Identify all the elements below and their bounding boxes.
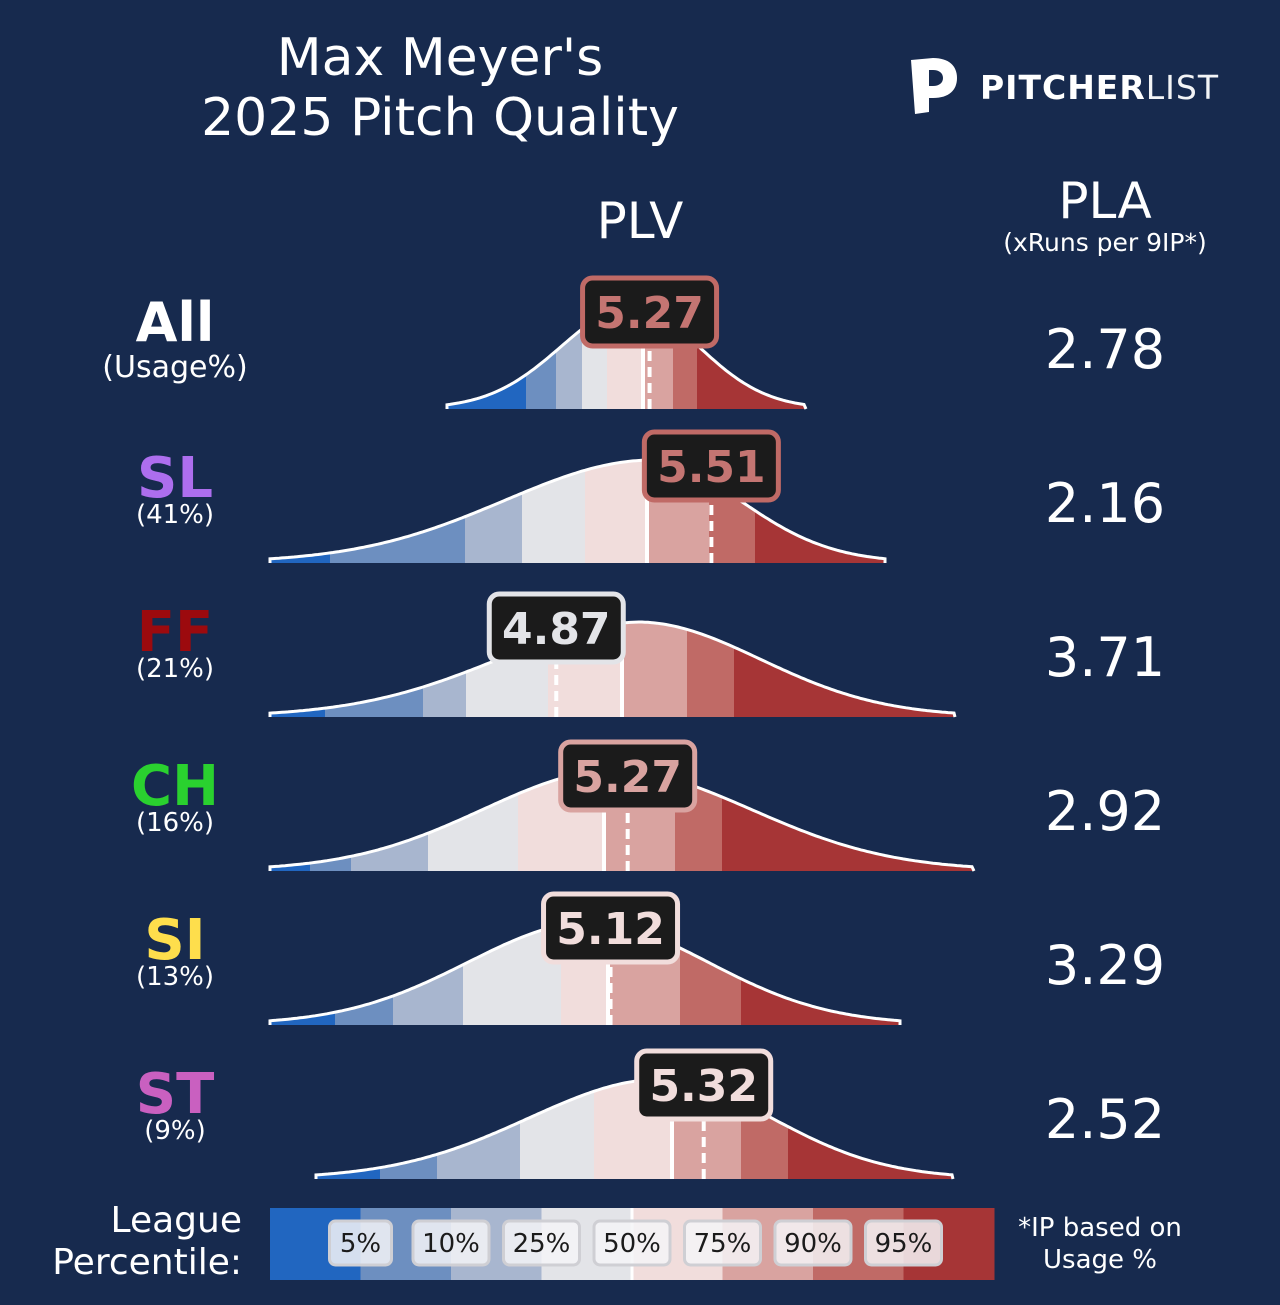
percentile-band (585, 460, 647, 563)
pitch-usage: (Usage%) (102, 350, 248, 385)
percentile-band (351, 770, 428, 871)
title-line-1: Max Meyer's (276, 28, 604, 88)
plv-column-header: PLV (596, 192, 684, 250)
legend-note: *IP based on Usage % (1000, 1212, 1200, 1276)
percentile-band (465, 460, 522, 563)
plv-value: 5.32 (649, 1061, 758, 1112)
pla-value: 3.29 (1044, 934, 1166, 997)
distribution-row-ch: 5.27 (268, 739, 976, 872)
distribution-row-st: 5.32 (314, 1048, 955, 1180)
logo-bold: PITCHER (980, 68, 1146, 107)
pitch-label: SI (144, 908, 206, 973)
plv-badge (486, 591, 626, 665)
chart-title: Max Meyer's 2025 Pitch Quality (140, 28, 740, 148)
pitch-label: ST (135, 1062, 215, 1127)
legend-percentile-label: 10% (422, 1229, 480, 1259)
pla-column-header: PLA (1058, 172, 1152, 230)
pitch-label: FF (136, 600, 214, 665)
distribution-row-all: 5.27 (445, 275, 808, 410)
percentile-band (447, 306, 526, 409)
plv-badge (641, 429, 781, 503)
logo-light: LIST (1145, 68, 1219, 107)
percentile-band (722, 770, 974, 871)
pitcherlist-p-icon (911, 58, 957, 114)
pla-value: 2.52 (1044, 1088, 1166, 1151)
legend-percentile-box (683, 1219, 762, 1267)
percentile-band (423, 622, 466, 717)
legend-percentile-label: 90% (784, 1229, 842, 1259)
distribution-row-ff: 4.87 (268, 591, 957, 718)
percentile-band (428, 770, 518, 871)
percentile-band (680, 922, 741, 1025)
plv-value: 4.87 (502, 604, 611, 655)
legend-percentile-box (864, 1219, 943, 1267)
pitch-label: SL (136, 446, 213, 511)
pitch-usage: (16%) (135, 808, 215, 838)
plv-badge (541, 891, 681, 965)
percentile-band (316, 1079, 380, 1179)
pitch-usage: (41%) (135, 500, 215, 530)
legend-percentile-label: 25% (513, 1229, 571, 1259)
plv-value: 5.27 (573, 752, 682, 803)
pitch-usage: (9%) (144, 1116, 206, 1146)
pitch-usage: (21%) (135, 654, 215, 684)
legend-percentile-box (592, 1219, 672, 1267)
legend-title: League Percentile: (20, 1200, 242, 1284)
pla-column-subheader: (xRuns per 9IP*) (1003, 228, 1207, 257)
pitch-label: CH (131, 754, 219, 819)
title-line-2: 2025 Pitch Quality (201, 88, 679, 148)
percentile-legend: 5% 10% 25% 50% 75% 90% 95% (270, 1208, 995, 1280)
legend-percentile-label: 95% (875, 1229, 933, 1259)
percentile-band (380, 1079, 437, 1179)
percentile-band (437, 1079, 520, 1179)
distribution-row-sl: 5.51 (268, 429, 887, 563)
pitcherlist-logo: PITCHERLIST (905, 54, 1225, 118)
pla-value: 3.71 (1044, 626, 1166, 689)
legend-percentile-label: 50% (603, 1229, 661, 1259)
plv-badge (580, 275, 720, 349)
percentile-band (522, 460, 585, 563)
pla-value: 2.78 (1044, 318, 1166, 381)
percentile-band (622, 622, 687, 717)
plv-value: 5.12 (556, 904, 665, 955)
legend-percentile-label: 75% (694, 1229, 752, 1259)
plv-value: 5.27 (595, 288, 704, 339)
legend-percentile-box (328, 1219, 393, 1267)
density-curve (268, 458, 887, 563)
legend-percentile-box (502, 1219, 581, 1267)
plv-badge (558, 739, 698, 813)
distribution-row-si: 5.12 (268, 891, 902, 1025)
pitch-usage: (13%) (135, 962, 215, 992)
plv-badge (634, 1048, 774, 1122)
legend-note-line-2: Usage % (1043, 1245, 1157, 1275)
legend-percentile-label: 5% (340, 1229, 381, 1259)
density-curve (314, 1077, 955, 1180)
legend-percentile-box (411, 1219, 491, 1267)
pla-value: 2.16 (1044, 472, 1166, 535)
pitch-label: All (135, 291, 215, 354)
legend-percentile-box (773, 1219, 853, 1267)
percentile-band (520, 1079, 594, 1179)
logo-wordmark: PITCHERLIST (980, 68, 1219, 107)
pla-value: 2.92 (1044, 780, 1166, 843)
percentile-band (556, 306, 582, 409)
percentile-band (325, 622, 423, 717)
plv-value: 5.51 (657, 442, 766, 493)
percentile-band (788, 1079, 953, 1179)
legend-note-line-1: *IP based on (1018, 1213, 1182, 1243)
legend-title-line-2: Percentile: (52, 1242, 242, 1283)
percentile-band (734, 622, 955, 717)
percentile-band (330, 460, 465, 563)
legend-title-line-1: League (110, 1200, 242, 1241)
percentile-band (687, 622, 734, 717)
